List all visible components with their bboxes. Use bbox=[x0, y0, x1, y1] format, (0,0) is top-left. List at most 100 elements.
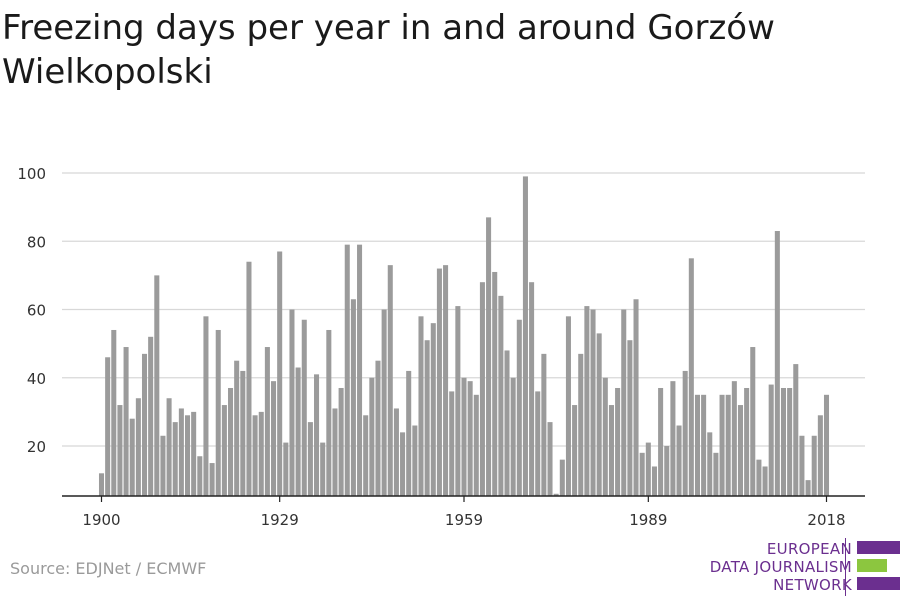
bar-2012 bbox=[787, 387, 793, 496]
bar-1957 bbox=[449, 391, 455, 496]
bar-1935 bbox=[314, 374, 320, 496]
bar-1994 bbox=[676, 425, 682, 496]
bar-1990 bbox=[651, 466, 657, 496]
chart-title: Freezing days per year in and around Gor… bbox=[2, 8, 775, 92]
bar-1959 bbox=[461, 377, 467, 496]
bar-1916 bbox=[197, 456, 203, 496]
bar-1939 bbox=[338, 387, 344, 496]
logo-line-3: NETWORK bbox=[773, 576, 852, 594]
bar-1971 bbox=[535, 391, 541, 496]
bar-1945 bbox=[375, 360, 381, 496]
bar-1928 bbox=[271, 381, 277, 496]
bar-1973 bbox=[547, 422, 553, 496]
bar-1931 bbox=[289, 309, 295, 496]
bar-1949 bbox=[400, 432, 406, 496]
logo-divider bbox=[845, 538, 846, 596]
bar-1956 bbox=[443, 265, 449, 496]
bar-1923 bbox=[240, 370, 246, 496]
bar-1929 bbox=[277, 251, 283, 496]
bar-1912 bbox=[172, 422, 178, 496]
bar-1953 bbox=[424, 340, 430, 496]
bar-1985 bbox=[621, 309, 627, 496]
bar-1943 bbox=[363, 415, 369, 496]
bar-1964 bbox=[492, 271, 498, 496]
bar-1992 bbox=[664, 446, 670, 496]
bar-1974 bbox=[553, 493, 559, 496]
bar-1924 bbox=[246, 261, 252, 496]
bar-1970 bbox=[529, 282, 535, 496]
bar-1907 bbox=[141, 353, 148, 496]
logo-bar-green bbox=[857, 559, 887, 572]
bar-1961 bbox=[473, 394, 479, 496]
bar-1983 bbox=[608, 405, 614, 496]
bar-1927 bbox=[264, 347, 270, 496]
bar-1919 bbox=[215, 329, 221, 496]
y-tick-label: 80 bbox=[27, 233, 46, 251]
bar-1902 bbox=[111, 329, 117, 496]
bar-1982 bbox=[602, 377, 608, 496]
bar-1965 bbox=[498, 295, 504, 496]
bar-1906 bbox=[135, 398, 141, 496]
bar-1914 bbox=[185, 415, 191, 496]
bar-1925 bbox=[252, 415, 258, 496]
bar-1905 bbox=[129, 418, 135, 496]
bar-2004 bbox=[737, 405, 743, 496]
bar-2013 bbox=[793, 364, 799, 496]
x-axis-tick-labels: 1900 1929 1959 1989 2018 bbox=[82, 511, 845, 529]
x-tick-label: 1989 bbox=[629, 511, 667, 529]
bar-1995 bbox=[682, 370, 688, 496]
bar-2014 bbox=[799, 435, 805, 496]
bar-2006 bbox=[750, 347, 756, 496]
bar-1934 bbox=[307, 422, 313, 496]
bars bbox=[98, 176, 830, 497]
bar-1909 bbox=[154, 275, 160, 497]
bar-1900 bbox=[98, 473, 105, 496]
y-tick-label: 20 bbox=[27, 438, 46, 456]
bar-2009 bbox=[768, 384, 774, 496]
bar-1937 bbox=[326, 329, 332, 496]
source-note: Source: EDJNet / ECMWF bbox=[10, 559, 207, 578]
bar-1908 bbox=[148, 336, 154, 496]
bar-1952 bbox=[418, 316, 424, 496]
bar-1963 bbox=[486, 217, 492, 497]
bar-1969 bbox=[522, 176, 528, 496]
bar-1996 bbox=[688, 258, 694, 496]
bar-1984 bbox=[615, 387, 621, 496]
y-tick-label: 100 bbox=[17, 165, 46, 183]
bar-2000 bbox=[713, 452, 719, 496]
bar-1999 bbox=[707, 432, 713, 496]
bar-1960 bbox=[467, 381, 473, 496]
bar-1951 bbox=[412, 425, 418, 496]
bar-1976 bbox=[565, 316, 571, 496]
bar-1941 bbox=[350, 299, 356, 496]
bar-1915 bbox=[191, 411, 197, 497]
bar-1922 bbox=[234, 360, 240, 496]
bar-1981 bbox=[596, 333, 602, 496]
bar-2005 bbox=[744, 387, 750, 496]
bar-1954 bbox=[430, 323, 436, 496]
x-tick-label: 2018 bbox=[807, 511, 845, 529]
bar-1903 bbox=[117, 405, 123, 496]
bar-2010 bbox=[774, 231, 780, 496]
bar-1926 bbox=[258, 411, 264, 497]
bar-2007 bbox=[756, 459, 762, 496]
bar-1955 bbox=[436, 268, 442, 496]
bar-1966 bbox=[504, 350, 510, 496]
x-tick-label: 1959 bbox=[445, 511, 483, 529]
bar-2002 bbox=[725, 394, 731, 496]
bar-1968 bbox=[516, 319, 522, 496]
bar-2001 bbox=[719, 394, 725, 496]
bar-1913 bbox=[178, 408, 184, 496]
bar-1986 bbox=[627, 340, 633, 496]
bar-1946 bbox=[381, 309, 387, 496]
x-tick-label: 1900 bbox=[82, 511, 120, 529]
bar-1918 bbox=[209, 463, 215, 496]
bar-1975 bbox=[559, 459, 565, 496]
bar-1920 bbox=[221, 405, 227, 496]
bar-1980 bbox=[590, 309, 596, 496]
bar-1936 bbox=[320, 442, 326, 496]
bar-1967 bbox=[510, 377, 516, 496]
bar-2017 bbox=[817, 415, 823, 496]
bar-1962 bbox=[479, 282, 485, 496]
